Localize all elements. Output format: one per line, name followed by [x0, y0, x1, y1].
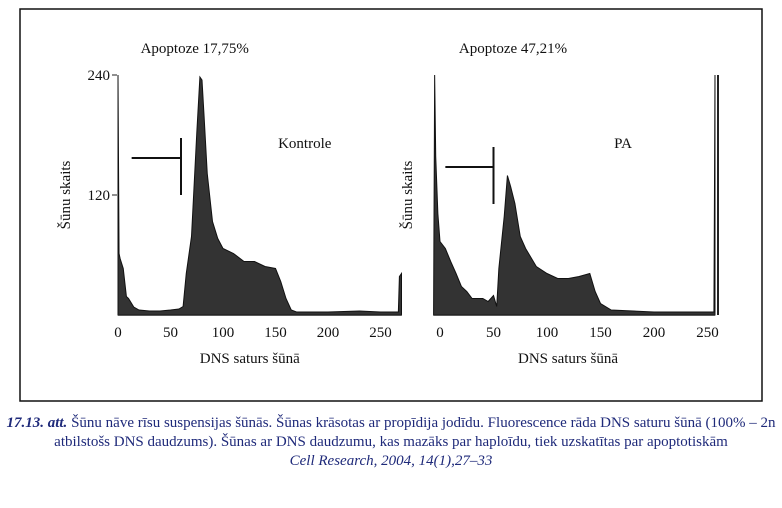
x-tick-label: 200 — [643, 325, 666, 341]
x-tick-label: 50 — [486, 325, 501, 341]
x-axis-title: DNS saturs šūnā — [518, 351, 618, 367]
figure: 0 50 100 150 200 250 240 120 Apoptoze 17,75% Kont… — [19, 8, 763, 402]
x-tick-label: 150 — [589, 325, 612, 341]
histogram-area — [117, 74, 402, 316]
y-tick-label: 240 — [88, 68, 111, 84]
caption-number: 17.13. att. — [6, 415, 68, 431]
x-tick-label: 250 — [696, 325, 719, 341]
x-tick-label: 100 — [212, 325, 235, 341]
x-tick-label: 250 — [369, 325, 392, 341]
x-tick-label: 50 — [163, 325, 178, 341]
y-tick-label: 120 — [88, 188, 111, 204]
series-label: PA — [614, 136, 632, 152]
caption-source: Cell Research, 2004, 14(1),27–33 — [289, 453, 493, 469]
histogram-pa: 0 50 100 150 200 250 Apoptoze 47,21% PA DNS satu… — [399, 41, 719, 367]
x-axis-title: DNS saturs šūnā — [200, 351, 300, 367]
chart-title: Apoptoze 17,75% — [141, 41, 249, 57]
x-tick-label: 0 — [436, 325, 444, 341]
x-tick-label: 0 — [114, 325, 122, 341]
caption-text: Šūnu nāve rīsu suspensijas šūnās. Šūnas … — [54, 415, 776, 450]
figure-frame — [19, 8, 763, 402]
histogram-kontrole: 0 50 100 150 200 250 240 120 Apoptoze 17,75% Kont… — [57, 41, 402, 367]
x-tick-label: 150 — [264, 325, 287, 341]
y-axis-title: Šūnu skaits — [399, 160, 416, 229]
x-tick-label: 200 — [317, 325, 340, 341]
series-label: Kontrole — [278, 136, 332, 152]
x-tick-label: 100 — [536, 325, 559, 341]
chart-title: Apoptoze 47,21% — [459, 41, 567, 57]
histogram-area — [433, 74, 716, 316]
figure-caption: 17.13. att. Šūnu nāve rīsu suspensijas š… — [0, 414, 782, 471]
y-axis-title: Šūnu skaits — [57, 160, 74, 229]
